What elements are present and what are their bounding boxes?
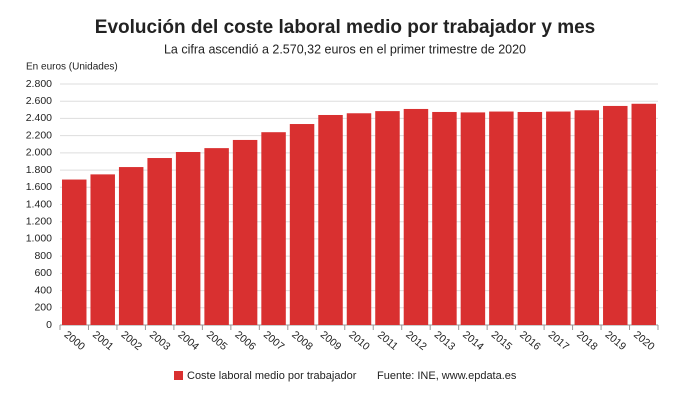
bar [261, 132, 286, 325]
x-tick-label: 2020 [631, 329, 657, 353]
y-tick-label: 2.400 [26, 112, 52, 124]
bar [489, 111, 514, 326]
chart-subtitle: La cifra ascendió a 2.570,32 euros en el… [164, 42, 526, 56]
x-tick-label: 2019 [603, 329, 629, 353]
bar [289, 124, 315, 325]
x-tick-label: 2005 [204, 329, 230, 353]
x-tick-label: 2018 [574, 329, 600, 353]
y-axis-label: En euros (Unidades) [26, 62, 118, 73]
bar [460, 112, 486, 326]
bar [546, 111, 571, 326]
y-tick-label: 400 [34, 284, 52, 296]
source: Fuente: INE, www.epdata.es [377, 370, 517, 382]
x-tick-label: 2002 [119, 329, 145, 353]
y-tick-label: 2.800 [26, 78, 52, 90]
x-tick-label: 2006 [232, 329, 258, 353]
y-tick-label: 1.600 [26, 181, 52, 193]
y-tick-label: 2.600 [26, 95, 52, 107]
bar [147, 158, 172, 325]
x-tick-label: 2004 [175, 329, 201, 353]
bar [603, 105, 628, 325]
bar [574, 110, 600, 325]
x-tick-label: 2001 [90, 329, 116, 353]
bar [631, 103, 657, 325]
bar [90, 174, 115, 325]
x-tick-label: 2017 [546, 329, 572, 353]
x-tick-label: 2000 [62, 329, 88, 353]
y-tick-label: 2.000 [26, 147, 52, 159]
bar [432, 111, 457, 326]
x-tick-label: 2016 [517, 329, 543, 353]
bar [204, 148, 229, 325]
bar [403, 108, 429, 325]
x-tick-label: 2013 [432, 329, 458, 353]
legend-swatch [174, 371, 183, 380]
x-tick-label: 2014 [460, 329, 486, 353]
x-tick-label: 2003 [147, 329, 173, 353]
y-tick-label: 800 [34, 250, 52, 262]
bar [346, 113, 372, 325]
y-tick-label: 2.200 [26, 129, 52, 141]
x-tick-label: 2009 [318, 329, 344, 353]
bar [318, 114, 343, 325]
y-tick-label: 1.200 [26, 215, 52, 227]
y-tick-label: 0 [46, 319, 52, 331]
y-tick-label: 200 [34, 302, 52, 314]
y-tick-label: 600 [34, 267, 52, 279]
chart-title: Evolución del coste laboral medio por tr… [95, 17, 595, 38]
y-tick-label: 1.000 [26, 233, 52, 245]
y-tick-label: 1.800 [26, 164, 52, 176]
bar [61, 179, 87, 325]
x-tick-label: 2007 [261, 329, 287, 353]
bar [232, 139, 258, 325]
legend-label: Coste laboral medio por trabajador [187, 370, 357, 382]
x-tick-label: 2015 [489, 329, 515, 353]
x-tick-label: 2012 [403, 329, 429, 353]
bar [375, 111, 400, 325]
y-tick-label: 1.400 [26, 198, 52, 210]
bar [517, 111, 543, 326]
bar [175, 151, 201, 325]
x-tick-label: 2010 [346, 329, 372, 353]
x-tick-label: 2011 [375, 329, 400, 353]
x-tick-label: 2008 [289, 329, 315, 353]
bar [118, 167, 144, 325]
